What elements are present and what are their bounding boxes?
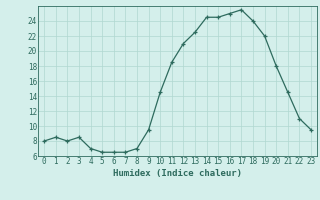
X-axis label: Humidex (Indice chaleur): Humidex (Indice chaleur)	[113, 169, 242, 178]
